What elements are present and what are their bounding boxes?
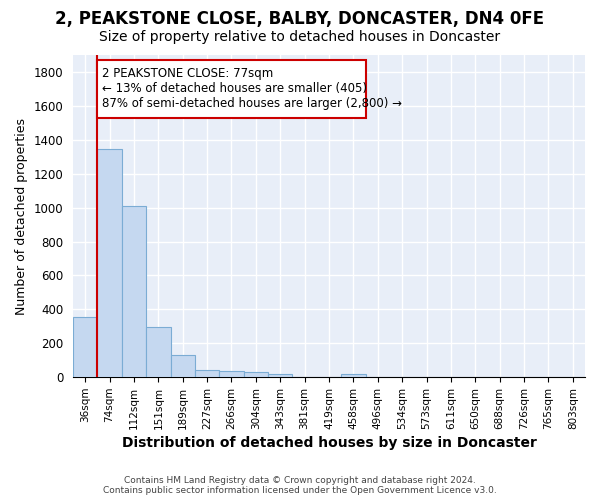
Bar [268, 374, 292, 377]
X-axis label: Distribution of detached houses by size in Doncaster: Distribution of detached houses by size … [122, 436, 536, 450]
Bar [195, 370, 220, 377]
Bar [73, 317, 97, 377]
Bar [146, 327, 170, 377]
Bar [220, 372, 244, 377]
FancyBboxPatch shape [97, 60, 365, 118]
Bar [170, 355, 195, 377]
Text: Size of property relative to detached houses in Doncaster: Size of property relative to detached ho… [100, 30, 500, 44]
Bar [341, 374, 365, 377]
Text: 2 PEAKSTONE CLOSE: 77sqm
← 13% of detached houses are smaller (405)
87% of semi-: 2 PEAKSTONE CLOSE: 77sqm ← 13% of detach… [102, 68, 402, 110]
Y-axis label: Number of detached properties: Number of detached properties [15, 118, 28, 314]
Bar [244, 372, 268, 377]
Text: Contains HM Land Registry data © Crown copyright and database right 2024.
Contai: Contains HM Land Registry data © Crown c… [103, 476, 497, 495]
Bar [122, 206, 146, 377]
Bar [97, 149, 122, 377]
Text: 2, PEAKSTONE CLOSE, BALBY, DONCASTER, DN4 0FE: 2, PEAKSTONE CLOSE, BALBY, DONCASTER, DN… [55, 10, 545, 28]
